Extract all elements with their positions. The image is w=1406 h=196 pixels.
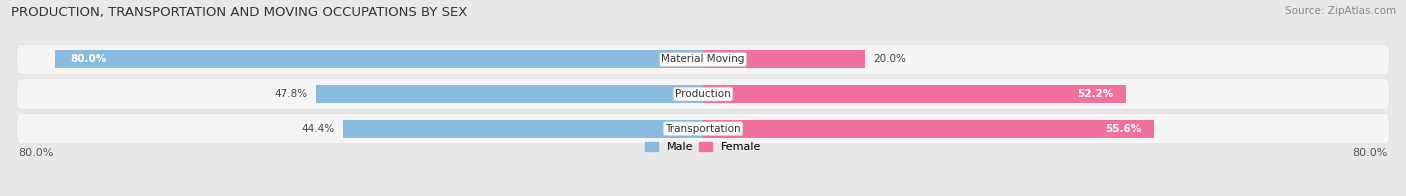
FancyBboxPatch shape bbox=[17, 44, 1389, 75]
Text: 80.0%: 80.0% bbox=[1353, 148, 1388, 158]
Text: PRODUCTION, TRANSPORTATION AND MOVING OCCUPATIONS BY SEX: PRODUCTION, TRANSPORTATION AND MOVING OC… bbox=[11, 6, 468, 19]
Text: 80.0%: 80.0% bbox=[70, 54, 107, 64]
Bar bbox=[703, 51, 865, 68]
Text: Material Moving: Material Moving bbox=[661, 54, 745, 64]
Text: 52.2%: 52.2% bbox=[1077, 89, 1114, 99]
Text: Source: ZipAtlas.com: Source: ZipAtlas.com bbox=[1285, 6, 1396, 16]
Bar bbox=[315, 85, 703, 103]
Text: 55.6%: 55.6% bbox=[1105, 124, 1142, 134]
Bar bbox=[703, 120, 1154, 138]
Bar bbox=[55, 51, 703, 68]
Bar bbox=[703, 85, 1126, 103]
Text: 47.8%: 47.8% bbox=[274, 89, 308, 99]
FancyBboxPatch shape bbox=[17, 79, 1389, 109]
Text: 80.0%: 80.0% bbox=[18, 148, 53, 158]
Text: Production: Production bbox=[675, 89, 731, 99]
Legend: Male, Female: Male, Female bbox=[640, 137, 766, 157]
Bar bbox=[343, 120, 703, 138]
Text: Transportation: Transportation bbox=[665, 124, 741, 134]
Text: 44.4%: 44.4% bbox=[302, 124, 335, 134]
Text: 20.0%: 20.0% bbox=[873, 54, 905, 64]
FancyBboxPatch shape bbox=[17, 113, 1389, 144]
